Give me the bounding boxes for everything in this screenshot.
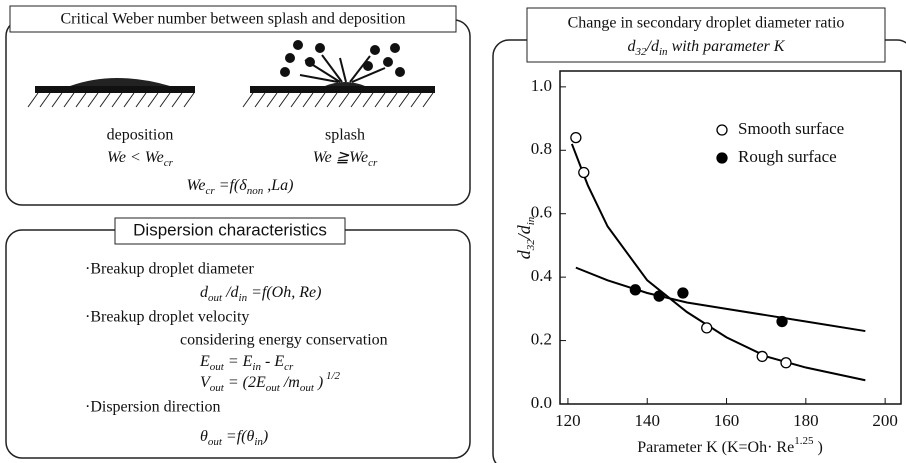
formula-text: /m [280,374,300,391]
formula-text: with parameter K [668,38,786,55]
fit-curve [570,143,866,382]
item-formula: Vout = (2Eout /mout ) 1/2 [200,370,341,394]
x-axis-label: Parameter K (K=Oh· Re1.25 ) [637,435,823,456]
data-point [780,357,792,369]
data-point [677,287,689,299]
formula-sub: non [247,185,264,197]
formula-text: We < We [107,149,164,166]
item-formula: dout /din =f(Oh, Re) [200,284,321,304]
formula-sub: cr [368,157,378,169]
formula-text: We ≧We [313,149,368,166]
item-heading: ·Breakup droplet velocity [85,309,249,326]
x-tick-label: 140 [634,411,660,430]
formula-sup: 1/2 [323,370,340,382]
formula-text: θ [200,428,208,445]
legend-marker [716,124,728,136]
item-formula: Eout = Ein - Ecr [199,353,294,373]
formula-text: d [200,284,209,301]
weber-title: Critical Weber number between splash and… [61,11,406,28]
item-note: considering energy conservation [180,332,388,349]
x-tick-label: 200 [872,411,898,430]
formula-text: V [200,374,212,391]
formula-text: ) [262,428,268,445]
regime-condition: We ≧Wecr [313,149,378,169]
formula-sub: cr [206,185,216,197]
formula-sub: in [252,361,261,373]
regime-label: splash [325,127,365,144]
formula-text: ) [813,439,822,456]
formula-text: = (2E [224,374,266,391]
x-tick-label: 120 [555,411,581,430]
formula-sub: out [266,382,281,394]
chart-title: Change in secondary droplet diameter rat… [568,15,845,32]
item-heading: ·Dispersion direction [85,399,221,416]
formula-sub: out [208,436,223,448]
formula-sub: out [210,382,225,394]
dispersion-title-box [114,217,346,245]
data-point [629,284,641,296]
formula-text: /d [222,284,239,301]
data-point [756,350,768,363]
formula-text: d [514,249,534,259]
formula-text: - E [261,353,284,370]
y-tick-label: 0.2 [531,329,552,348]
formula-text: We [187,177,206,194]
formula-text: E [199,353,210,370]
formula-sub: out [300,382,315,394]
data-point [776,315,788,328]
formula-sub: in [659,46,668,58]
y-tick-label: 0.0 [531,393,552,412]
formula-sub: in [254,436,263,448]
formula-sub: out [210,361,225,373]
regime-condition: We < Wecr [107,149,174,169]
formula-sub: 32 [635,46,648,58]
formula-text: ) [314,374,323,391]
formula-sub: cr [284,361,294,373]
formula-sub: cr [164,157,174,169]
formula-sub: in [239,292,248,304]
x-tick-label: 160 [714,411,740,430]
formula-text: =f(Oh, Re) [247,284,321,301]
dispersion-title: Dispersion characteristics [133,220,327,239]
chart-title-box [526,7,886,63]
formula-sup: 1.25 [794,435,814,447]
splash-illustration [242,40,435,108]
fit-curve [575,266,866,333]
legend-label: Smooth surface [738,119,844,138]
y-tick-label: 0.8 [531,139,552,158]
chart-panel [492,39,906,463]
critical-weber-formula: Wecr =f(δnon ,La) [187,177,294,197]
data-point [701,322,713,334]
formula-text: = E [224,353,253,370]
data-point [578,166,590,179]
legend-label: Rough surface [738,147,837,166]
item-heading: ·Breakup droplet diameter [85,261,254,278]
formula-sub: out [208,292,223,304]
weber-title-box [9,5,457,33]
formula-text: =f(δ [215,177,248,194]
formula-text: /d [514,224,534,240]
formula-text: ,La) [263,177,293,194]
y-tick-label: 0.6 [531,203,552,222]
item-formula: θout =f(θin) [200,428,268,448]
data-point [653,290,665,302]
formula-sub: 32 [525,239,537,252]
data-point [570,131,582,144]
formula-text: d [628,38,637,55]
y-tick-label: 0.4 [531,266,553,285]
legend-marker [716,152,728,164]
plot-frame [559,70,902,405]
formula-text: =f(θ [222,428,255,445]
chart-subtitle: d32/din with parameter K [628,38,786,58]
formula-text: /d [646,38,660,55]
deposition-illustration [27,78,195,108]
x-tick-label: 180 [793,411,819,430]
y-tick-label: 1.0 [531,76,552,95]
formula-sub: in [525,216,537,225]
regime-label: deposition [107,127,174,144]
formula-text: Parameter K (K=Oh· Re [637,439,794,456]
y-axis-label: d32/din [514,216,536,259]
